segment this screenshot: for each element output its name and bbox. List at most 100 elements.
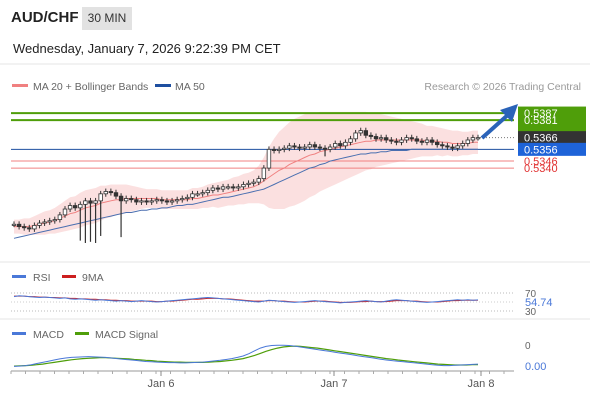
candle-body <box>215 187 221 190</box>
candle-body <box>93 200 98 204</box>
x-tick-label: Jan 7 <box>321 378 348 390</box>
candle-body <box>312 144 318 148</box>
projection-arrow-head <box>500 104 518 122</box>
candle-body <box>353 132 358 140</box>
x-tick-label: Jan 6 <box>148 378 175 390</box>
price-label-last: 0.5366 <box>524 133 558 145</box>
candle-body <box>378 137 384 140</box>
legend-ma20: MA 20 + Bollinger Bands <box>33 81 148 93</box>
candle-body <box>460 143 465 147</box>
candle-body <box>445 145 450 148</box>
candle-body <box>103 191 108 195</box>
candle-body <box>261 167 267 180</box>
candle-body <box>113 192 119 197</box>
legend-swatch-macd-signal <box>75 332 89 335</box>
legend-swatch-rsi-ma <box>62 275 76 278</box>
price-label-box-ma50 <box>518 142 586 156</box>
price-label-support: 0.5346 <box>524 156 558 168</box>
candle-body <box>205 189 210 194</box>
candle-body <box>67 205 73 210</box>
candle-body <box>169 200 175 203</box>
price-label-ma50: 0.5356 <box>524 144 558 156</box>
candle-body <box>256 178 261 183</box>
candle-body <box>363 130 369 136</box>
candle-body <box>57 214 63 220</box>
legend-rsi-ma: 9MA <box>82 272 104 284</box>
candle-body <box>78 203 83 209</box>
candle-body <box>16 223 22 227</box>
macd-last-value: 0.00 <box>525 361 546 373</box>
candle-body <box>251 181 256 184</box>
legend-macd: MACD <box>33 329 64 341</box>
candle-body <box>246 182 251 185</box>
candle-body <box>118 195 124 202</box>
candle-body <box>98 193 103 202</box>
candle-body <box>455 145 460 149</box>
candle-body <box>292 145 297 148</box>
candle-body <box>180 198 185 201</box>
candle-body <box>348 138 353 143</box>
candle-body <box>200 192 205 195</box>
candle-body <box>174 199 180 202</box>
candle-body <box>190 193 195 198</box>
price-label-target: 0.5387 <box>524 108 558 120</box>
candle-body <box>465 139 471 144</box>
candle-body <box>241 184 246 188</box>
candle-body <box>266 148 272 169</box>
candle-body <box>368 134 374 137</box>
candle-body <box>159 199 165 202</box>
bollinger-band <box>14 111 478 235</box>
candle-body <box>139 200 144 203</box>
candle-body <box>338 143 343 147</box>
candle-body <box>404 137 409 141</box>
candle-body <box>108 191 114 194</box>
candle-body <box>62 208 68 216</box>
candle-body <box>37 222 42 226</box>
candle-body <box>11 223 17 226</box>
candle-body <box>282 147 287 150</box>
candle-body <box>333 143 338 148</box>
candle-body <box>195 193 200 196</box>
candle-body <box>134 199 139 203</box>
rsi-last-value: 54.74 <box>525 297 553 309</box>
candle-body <box>129 198 134 201</box>
candle-body <box>83 200 88 205</box>
candle-body <box>149 200 154 203</box>
legend-ma50: MA 50 <box>175 81 205 93</box>
candle-body <box>389 139 394 142</box>
rsi-tick-70: 70 <box>525 289 537 300</box>
candle-body <box>185 196 190 199</box>
candle-body <box>144 200 149 203</box>
candle-body <box>154 199 159 202</box>
legend-swatch-rsi <box>12 275 26 278</box>
copyright: Research © 2026 Trading Central <box>424 81 581 93</box>
candle-body <box>343 141 348 147</box>
candle-body <box>384 137 389 141</box>
candle-body <box>409 137 414 140</box>
rsi-line <box>13 295 479 304</box>
candle-body <box>88 200 93 204</box>
timeframe-badge[interactable]: 30 MIN <box>82 7 132 30</box>
candle-body <box>435 141 440 146</box>
candle-body <box>414 138 420 142</box>
candle-body <box>276 148 282 151</box>
candle-body <box>297 146 302 149</box>
candle-body <box>450 146 455 149</box>
candle-body <box>72 205 78 209</box>
candle-body <box>317 146 323 149</box>
ma50-line <box>13 148 478 239</box>
candle-body <box>470 137 476 141</box>
price-label-support: 0.5340 <box>524 163 558 175</box>
candle-body <box>302 146 307 149</box>
candle-body <box>429 139 435 143</box>
candle-body <box>164 200 170 203</box>
chart-datetime: Wednesday, January 7, 2026 9:22:39 PM CE… <box>13 41 281 56</box>
macd-tick-0: 0 <box>525 341 531 352</box>
candle-body <box>21 226 27 229</box>
candle-body <box>47 220 52 223</box>
legend-swatch-ma50 <box>155 84 171 87</box>
candle-body <box>419 140 425 143</box>
